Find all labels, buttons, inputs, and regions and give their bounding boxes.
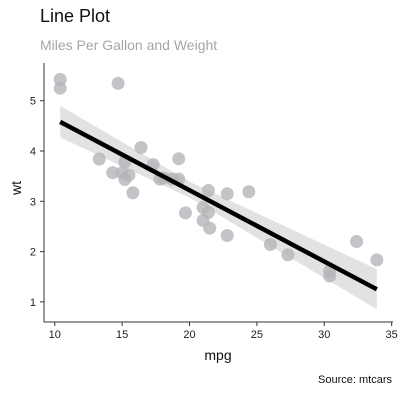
y-tick-label: 2 — [30, 247, 36, 259]
data-point — [111, 76, 125, 90]
x-tick-label: 15 — [116, 329, 128, 341]
data-point — [350, 235, 364, 249]
data-point — [263, 238, 277, 252]
data-point — [203, 221, 217, 235]
data-point — [172, 152, 186, 166]
y-axis-ticks: 1 2 3 4 5 — [30, 96, 44, 309]
x-axis-label: mpg — [204, 347, 231, 363]
chart-title: Line Plot — [40, 6, 111, 26]
data-point — [201, 205, 215, 219]
data-point — [323, 269, 337, 283]
trend-line-layer — [59, 119, 378, 292]
data-point — [370, 253, 384, 267]
x-tick-label: 25 — [251, 329, 263, 341]
data-point — [220, 228, 234, 242]
data-point — [126, 186, 140, 200]
y-axis-label: wt — [8, 181, 24, 196]
axes: 10 15 20 25 30 35 1 2 3 4 5 — [30, 63, 398, 341]
data-point — [242, 185, 256, 199]
data-point — [53, 72, 67, 86]
trend-line — [59, 119, 378, 292]
y-tick-label: 1 — [30, 297, 36, 309]
data-point — [220, 187, 234, 201]
data-point — [134, 140, 148, 154]
x-tick-label: 10 — [49, 329, 61, 341]
chart-subtitle: Miles Per Gallon and Weight — [40, 37, 218, 53]
y-tick-label: 3 — [30, 196, 36, 208]
data-point — [92, 152, 106, 166]
data-point — [178, 206, 192, 220]
x-tick-label: 35 — [386, 329, 398, 341]
chart-caption: Source: mtcars — [318, 374, 392, 386]
x-tick-label: 30 — [318, 329, 330, 341]
data-point — [106, 166, 120, 180]
data-point — [201, 183, 215, 197]
x-axis-ticks: 10 15 20 25 30 35 — [49, 322, 398, 341]
data-point — [115, 166, 129, 180]
data-point — [281, 248, 295, 262]
y-tick-label: 5 — [30, 96, 36, 108]
y-tick-label: 4 — [30, 146, 36, 158]
x-tick-label: 20 — [183, 329, 195, 341]
